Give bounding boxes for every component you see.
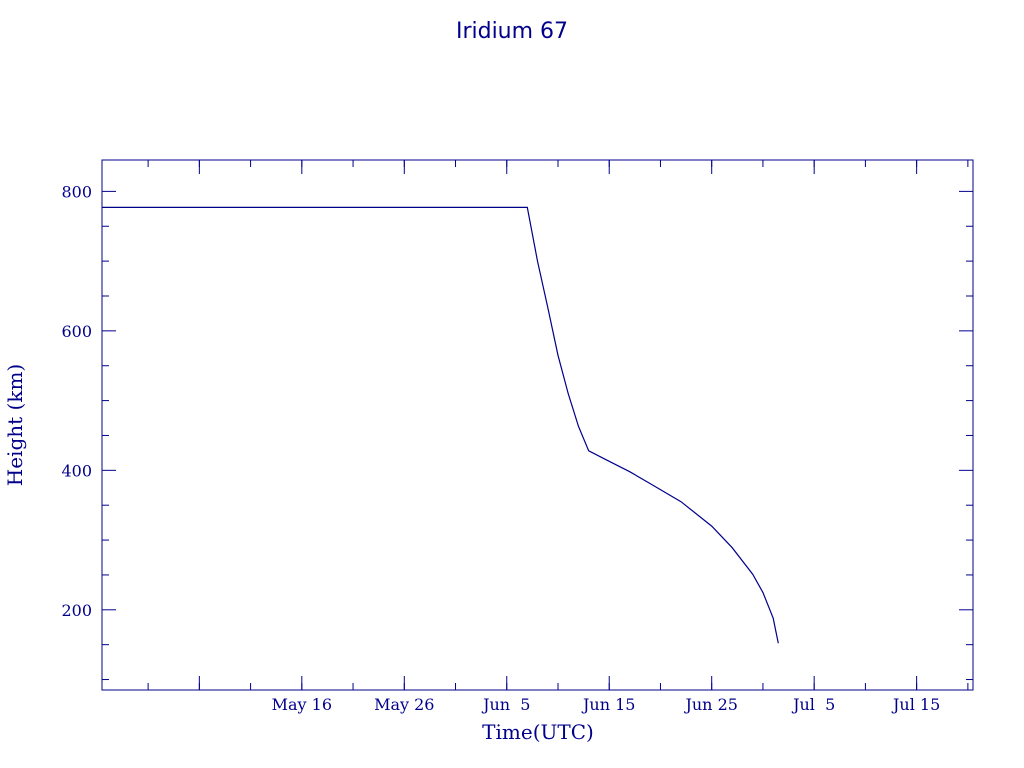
y-tick-label: 600 <box>61 322 92 341</box>
ticks <box>102 160 973 690</box>
x-tick-label: Jul 15 <box>891 695 940 714</box>
tick-labels: May 16 May 26 Jun 5 Jun 15 Jun 25 Jul 5 Jul 15… <box>61 182 940 714</box>
x-tick-label: Jun 5 <box>481 695 530 714</box>
x-tick-label: May 16 <box>272 695 332 714</box>
y-axis-label: Height (km) <box>3 364 27 486</box>
x-tick-label: May 26 <box>374 695 434 714</box>
y-tick-label: 800 <box>61 182 92 201</box>
x-axis-label: Time(UTC) <box>482 720 594 744</box>
height-series-line <box>102 206 779 644</box>
x-tick-label: Jun 15 <box>581 695 635 714</box>
chart-title: Iridium 67 <box>456 19 568 44</box>
x-tick-label: Jun 25 <box>683 695 737 714</box>
y-tick-label: 200 <box>61 601 92 620</box>
plot-frame <box>101 159 974 691</box>
series <box>102 206 779 644</box>
y-tick-label: 400 <box>61 461 92 480</box>
x-tick-label: Jul 5 <box>791 695 835 714</box>
